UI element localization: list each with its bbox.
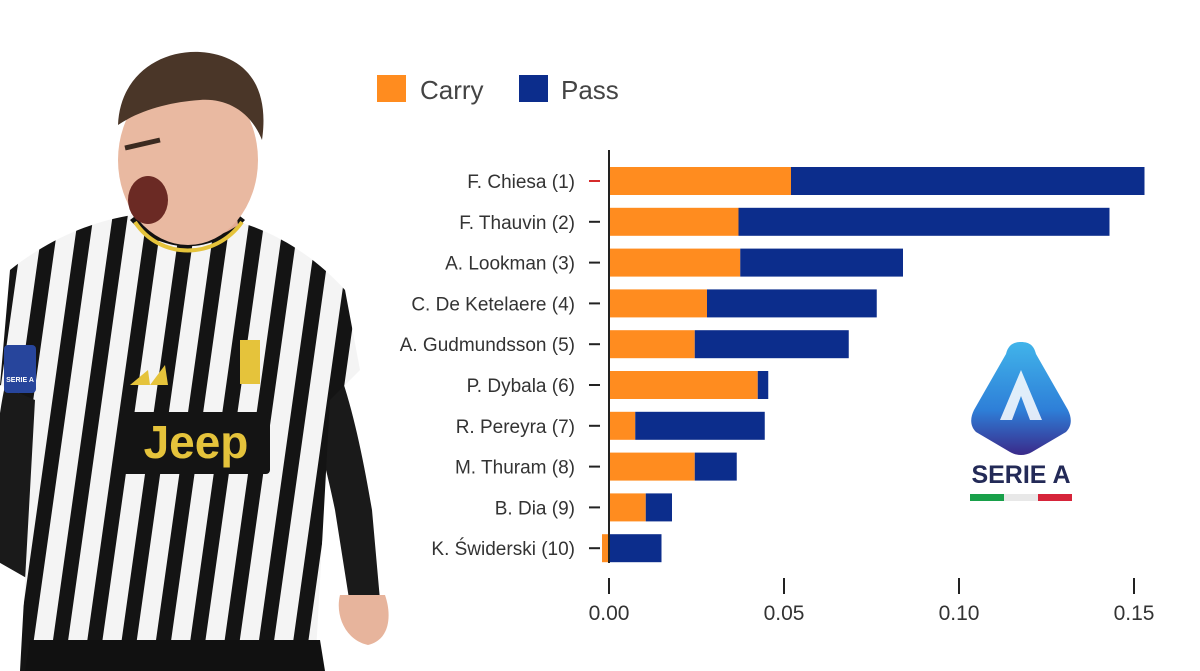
bar-pass bbox=[694, 452, 737, 481]
sleeve-badge-text: SERIE A bbox=[6, 377, 34, 384]
legend-pass-swatch bbox=[519, 75, 548, 102]
bar-carry bbox=[609, 411, 636, 440]
player-photo: Jeep SERIE A bbox=[0, 51, 389, 671]
legend: Carry Pass bbox=[377, 75, 619, 105]
category-label: P. Dybala (6) bbox=[467, 376, 575, 397]
category-label: F. Thauvin (2) bbox=[459, 213, 575, 234]
category-label: B. Dia (9) bbox=[495, 498, 575, 519]
flag-green-stripe bbox=[970, 494, 1004, 501]
legend-carry-label: Carry bbox=[420, 75, 484, 105]
category-label: A. Lookman (3) bbox=[445, 254, 575, 275]
bar-pass bbox=[609, 534, 662, 563]
bar-pass bbox=[707, 289, 877, 318]
bar-carry bbox=[609, 371, 758, 399]
x-tick-label: 0.15 bbox=[1114, 602, 1155, 625]
axes: 0.00 0.05 0.10 0.15 bbox=[589, 150, 1155, 625]
bars-layer bbox=[602, 167, 1145, 563]
bar-pass bbox=[757, 371, 769, 399]
bar-pass bbox=[645, 493, 672, 522]
x-tick-label: 0.10 bbox=[939, 602, 980, 625]
serie-a-wordmark: SERIE A bbox=[971, 461, 1070, 489]
bar-pass bbox=[791, 167, 1145, 195]
bar-pass bbox=[738, 207, 1110, 236]
bar-carry bbox=[609, 289, 707, 318]
bar-carry bbox=[609, 248, 741, 277]
category-label: K. Świderski (10) bbox=[431, 538, 575, 560]
category-label: F. Chiesa (1) bbox=[467, 172, 575, 193]
bar-carry bbox=[609, 452, 695, 481]
category-label: M. Thuram (8) bbox=[455, 458, 575, 479]
flag-red-stripe bbox=[1038, 494, 1072, 501]
bar-carry bbox=[602, 534, 609, 563]
jersey-sponsor-text: Jeep bbox=[144, 416, 249, 468]
bar-pass bbox=[635, 411, 765, 440]
bar-pass bbox=[740, 248, 903, 277]
category-label: C. De Ketelaere (4) bbox=[411, 294, 575, 315]
serie-a-logo: SERIE A bbox=[970, 342, 1072, 501]
x-tick-label: 0.05 bbox=[764, 602, 805, 625]
x-tick-label: 0.00 bbox=[589, 602, 630, 625]
bar-carry bbox=[609, 207, 739, 236]
legend-carry-swatch bbox=[377, 75, 406, 102]
bar-carry bbox=[609, 493, 646, 522]
legend-pass-label: Pass bbox=[561, 75, 619, 105]
category-labels: F. Chiesa (1) F. Thauvin (2) A. Lookman (3… bbox=[400, 172, 600, 560]
bar-pass bbox=[694, 330, 849, 359]
bar-carry bbox=[609, 167, 791, 195]
flag-white-stripe bbox=[1004, 494, 1038, 501]
category-label: A. Gudmundsson (5) bbox=[400, 335, 575, 356]
bar-carry bbox=[609, 330, 695, 359]
category-label: R. Pereyra (7) bbox=[456, 417, 575, 438]
